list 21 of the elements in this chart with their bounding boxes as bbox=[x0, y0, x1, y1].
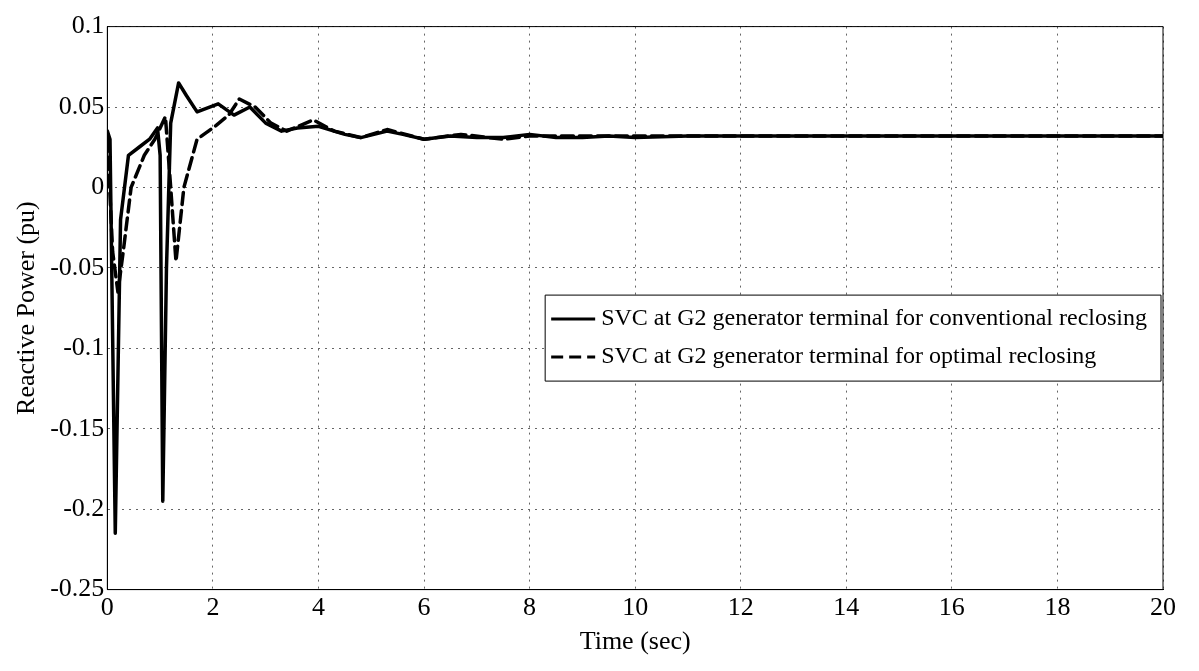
y-tick-label: -0.1 bbox=[63, 332, 105, 362]
x-tick-label: 12 bbox=[727, 592, 754, 622]
x-tick-label: 2 bbox=[206, 592, 220, 622]
y-tick-label: 0.1 bbox=[71, 10, 105, 40]
y-axis-title: Reactive Power (pu) bbox=[11, 201, 41, 415]
x-tick-label: 6 bbox=[417, 592, 431, 622]
x-tick-label: 10 bbox=[622, 592, 649, 622]
x-axis-title: Time (sec) bbox=[579, 626, 691, 656]
y-tick-label: 0 bbox=[91, 171, 105, 201]
y-tick-label: -0.05 bbox=[50, 251, 105, 281]
y-tick-label: 0.05 bbox=[58, 90, 105, 120]
x-tick-label: 20 bbox=[1150, 592, 1176, 622]
y-tick-label: -0.15 bbox=[50, 412, 105, 442]
legend-label: SVC at G2 generator terminal for conventional reclosing bbox=[601, 304, 1148, 331]
x-tick-label: 18 bbox=[1044, 592, 1071, 622]
legend-label: SVC at G2 generator terminal for optimal reclosing bbox=[601, 342, 1097, 369]
x-tick-label: 4 bbox=[311, 592, 325, 622]
x-tick-label: 8 bbox=[523, 592, 537, 622]
x-tick-label: 16 bbox=[938, 592, 965, 622]
y-tick-label: -0.2 bbox=[63, 493, 105, 522]
x-tick-label: 14 bbox=[833, 592, 860, 622]
